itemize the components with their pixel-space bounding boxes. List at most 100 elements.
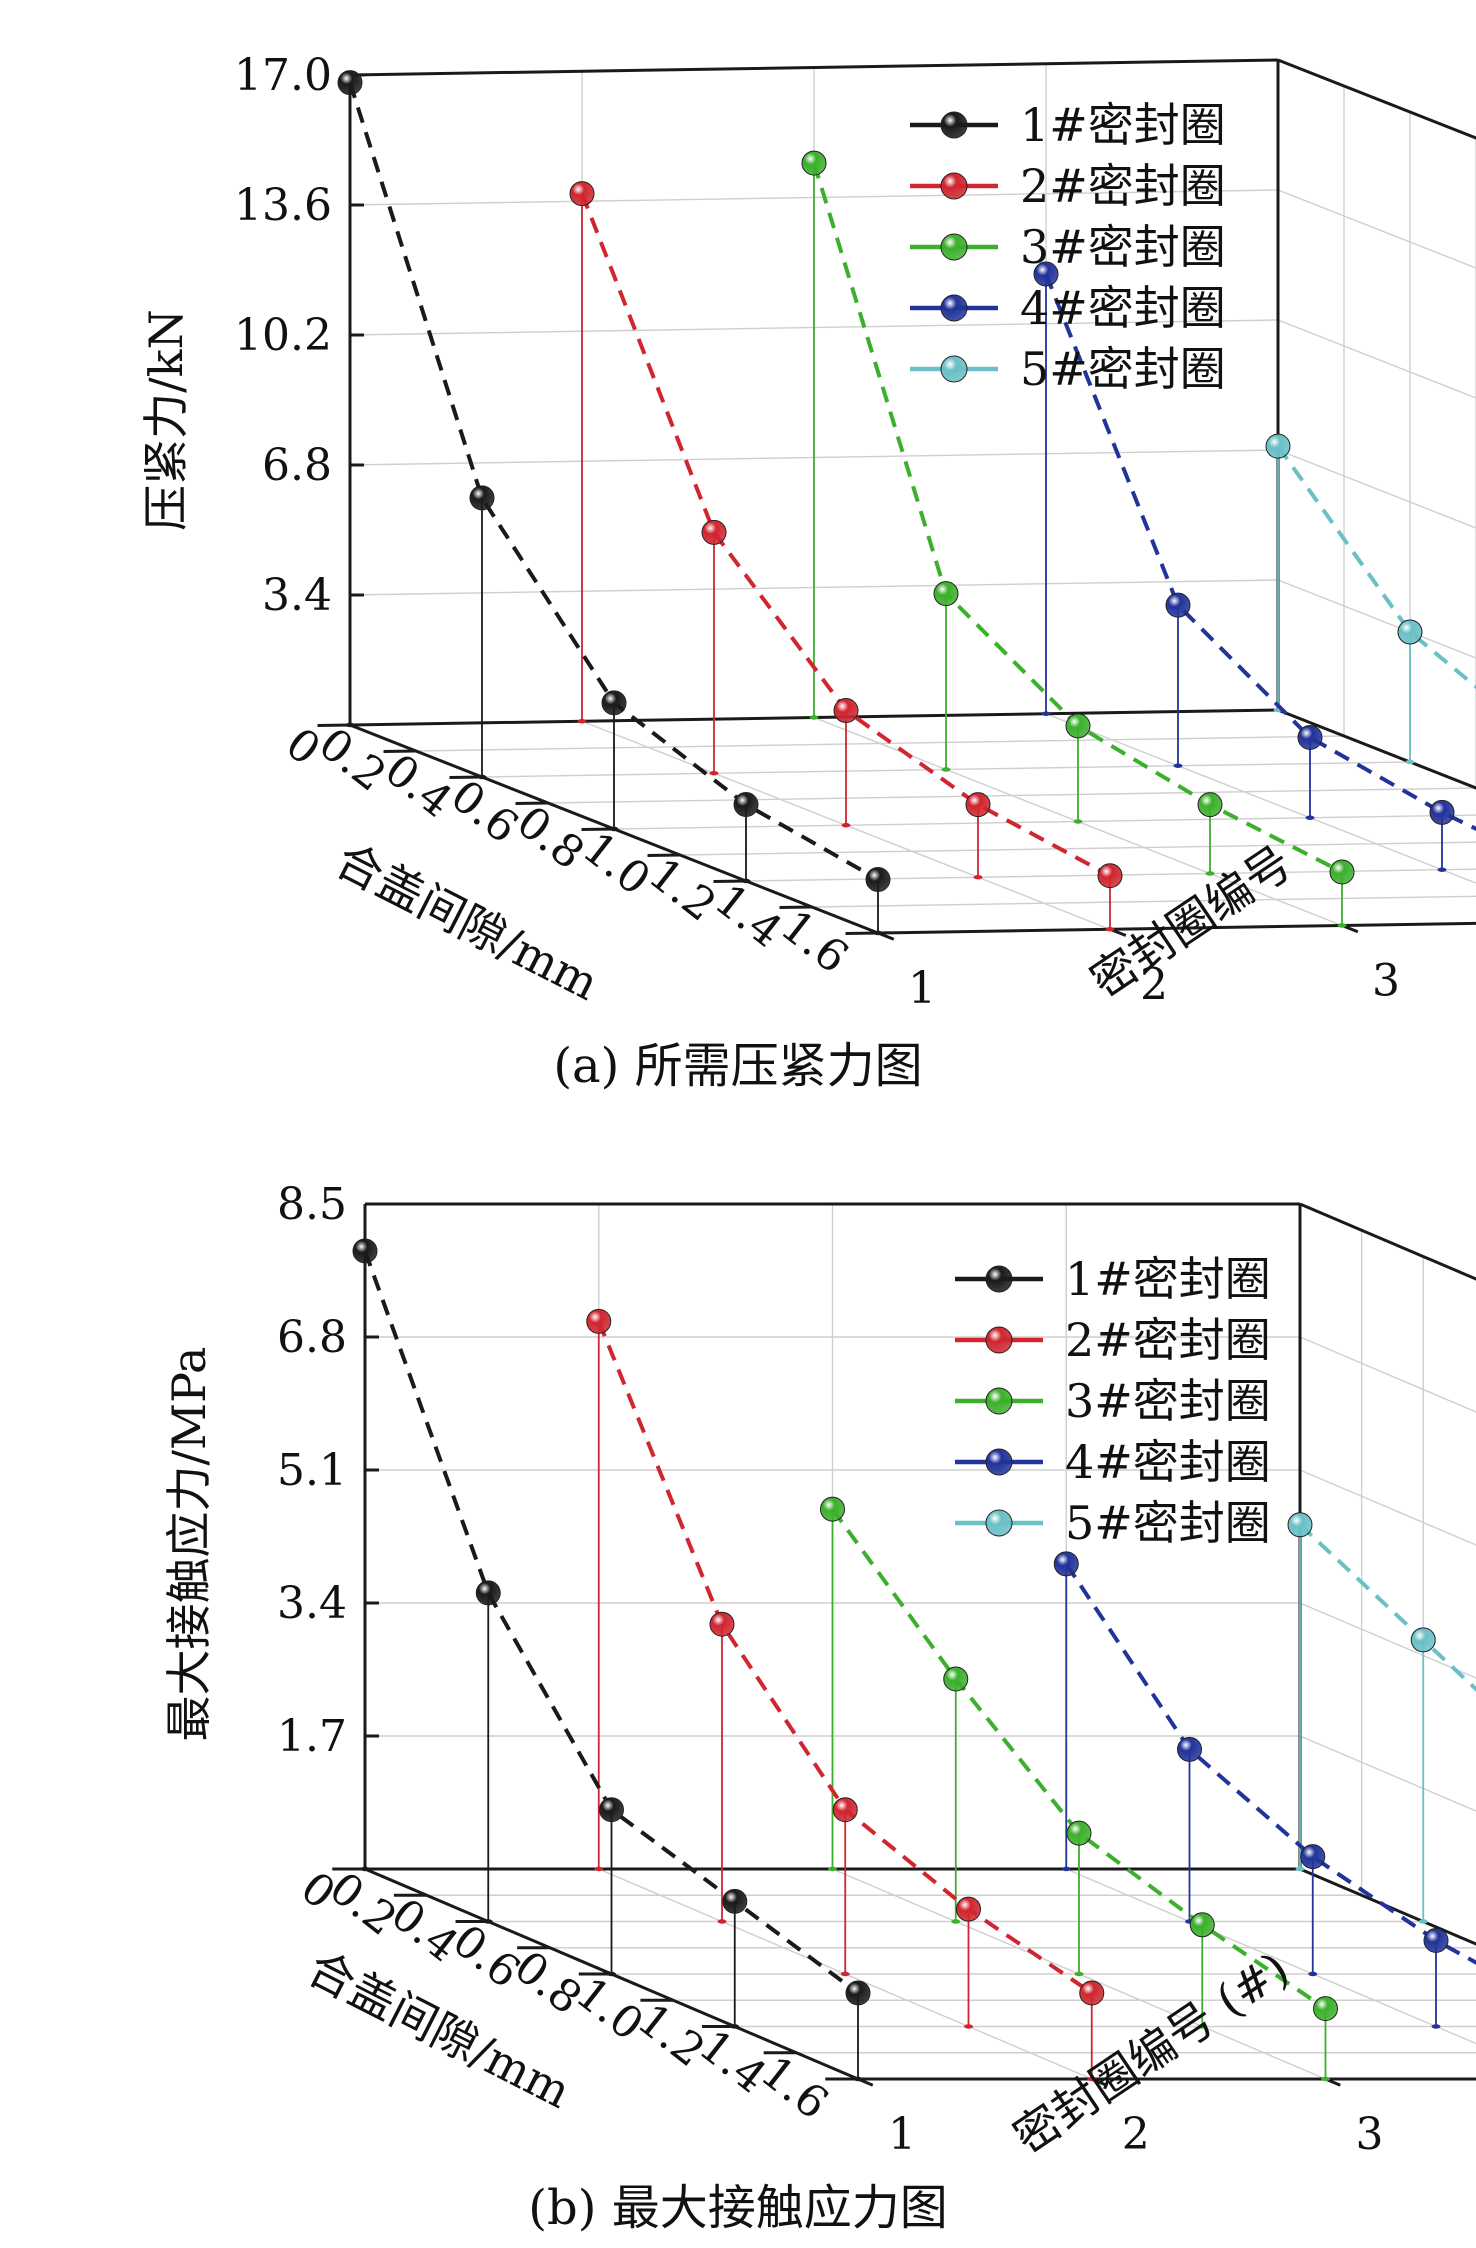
point-a-2-3 xyxy=(965,792,991,818)
point-a-2-4 xyxy=(1097,863,1123,889)
legend-item-b-3: 3#密封圈 xyxy=(955,1374,1271,1428)
drop-base-a-3-1 xyxy=(941,767,951,772)
point-a-4-3 xyxy=(1429,799,1455,825)
point-b-1-0 xyxy=(352,1238,378,1264)
series-line-b-3 xyxy=(830,1507,1327,2011)
drop-base-a-4-0 xyxy=(1041,711,1051,716)
point-b-3-0 xyxy=(820,1496,845,1522)
series-b-4 xyxy=(1053,1551,1476,2029)
point-b-4-1 xyxy=(1177,1736,1202,1762)
drop-base-b-3-4 xyxy=(1321,2076,1330,2082)
drop-base-a-2-4 xyxy=(1105,927,1115,932)
ylabel-a: 压紧力/kN xyxy=(139,309,193,531)
series-line-b-4 xyxy=(1064,1562,1476,1965)
legend-swatch-marker xyxy=(940,172,968,200)
point-b-2-4 xyxy=(1079,1980,1105,2006)
point-a-1-1 xyxy=(469,485,495,511)
ytick-label-a-0: 17.0 xyxy=(234,50,332,101)
point-a-5-0 xyxy=(1265,433,1291,459)
legend-item-b-1: 1#密封圈 xyxy=(955,1252,1271,1306)
drop-base-b-2-0 xyxy=(594,1866,604,1872)
legend-label: 5#密封圈 xyxy=(1020,342,1226,396)
point-b-3-3 xyxy=(1189,1912,1215,1938)
legend-item-b-2: 2#密封圈 xyxy=(955,1313,1271,1367)
drop-base-b-2-3 xyxy=(964,2024,973,2029)
point-b-2-1 xyxy=(709,1611,735,1637)
legend-label: 4#密封圈 xyxy=(1020,281,1226,335)
drop-base-b-1-4 xyxy=(853,2076,863,2082)
legend-label: 3#密封圈 xyxy=(1065,1374,1271,1428)
point-b-3-2 xyxy=(1066,1820,1092,1846)
ztick-label-b-0: 1 xyxy=(888,2109,916,2160)
ytick-label-b-0: 8.5 xyxy=(277,1179,347,1230)
legend-item-a-1: 1#密封圈 xyxy=(910,98,1226,152)
ztick-label-a-1: 2 xyxy=(1140,959,1168,1010)
legend-item-a-4: 4#密封圈 xyxy=(910,281,1226,335)
point-b-1-4 xyxy=(845,1980,871,2006)
legend-item-a-5: 5#密封圈 xyxy=(910,342,1226,396)
ytick-label-b-4: 1.7 xyxy=(277,1711,347,1762)
point-a-5-1 xyxy=(1397,619,1423,645)
drop-base-b-3-1 xyxy=(951,1919,961,1924)
point-a-3-3 xyxy=(1197,792,1223,818)
legend-swatch-marker xyxy=(985,1387,1013,1415)
ztick-label-a-2: 3 xyxy=(1372,956,1400,1007)
drop-base-b-3-2 xyxy=(1074,1971,1084,1977)
drop-base-b-4-0 xyxy=(1061,1866,1071,1872)
point-a-3-0 xyxy=(801,150,827,176)
drop-base-a-4-3 xyxy=(1437,867,1447,872)
ytick-label-b-2: 5.1 xyxy=(277,1445,347,1496)
legend-label: 4#密封圈 xyxy=(1065,1435,1271,1489)
legend-swatch-marker xyxy=(985,1448,1013,1476)
point-a-1-4 xyxy=(865,866,891,892)
drop-base-b-5-1 xyxy=(1418,1919,1428,1924)
drop-base-a-5-1 xyxy=(1405,759,1415,765)
chart-max-contact-stress: 8.56.85.13.41.700.20.40.60.81.01.21.41.6… xyxy=(162,1179,1476,2236)
series-a-4 xyxy=(1033,261,1476,872)
legend-swatch-marker xyxy=(940,111,968,139)
drop-base-b-2-2 xyxy=(840,1971,850,1977)
legend-item-b-5: 5#密封圈 xyxy=(955,1496,1271,1550)
caption-b: (b) 最大接触应力图 xyxy=(528,2180,947,2236)
drop-base-a-1-2 xyxy=(609,826,619,832)
ytick-label-a-3: 6.8 xyxy=(262,440,332,491)
drop-base-b-2-1 xyxy=(717,1919,727,1924)
drop-base-b-1-3 xyxy=(730,2024,740,2029)
legend-label: 1#密封圈 xyxy=(1020,98,1226,152)
drop-base-a-2-3 xyxy=(973,875,983,880)
drop-base-a-3-4 xyxy=(1337,923,1347,928)
point-a-1-0 xyxy=(337,70,363,96)
legend-label: 1#密封圈 xyxy=(1065,1252,1271,1306)
series-b-1 xyxy=(352,1238,871,2082)
ztick-label-a-0: 1 xyxy=(908,963,936,1014)
point-b-1-3 xyxy=(722,1888,748,1914)
series-b-3 xyxy=(820,1496,1338,2082)
drop-base-b-4-2 xyxy=(1308,1971,1318,1977)
series-a-2 xyxy=(569,181,1123,932)
drop-base-b-1-2 xyxy=(607,1971,616,1977)
drop-base-a-1-1 xyxy=(477,774,487,780)
drop-base-b-3-0 xyxy=(828,1866,837,1872)
series-a-1 xyxy=(337,70,891,936)
drop-base-a-1-0 xyxy=(345,722,355,728)
legend-label: 5#密封圈 xyxy=(1065,1496,1271,1550)
ztick-label-b-1: 2 xyxy=(1122,2109,1150,2160)
drop-base-b-5-0 xyxy=(1295,1866,1305,1872)
point-b-3-4 xyxy=(1313,1996,1338,2022)
drop-base-a-2-0 xyxy=(577,719,587,724)
point-b-4-0 xyxy=(1053,1551,1079,1577)
point-b-1-1 xyxy=(475,1580,501,1606)
drop-base-b-2-4 xyxy=(1087,2076,1097,2082)
legend-item-a-3: 3#密封圈 xyxy=(910,220,1226,274)
point-a-4-0 xyxy=(1033,261,1059,287)
ytick-label-b-3: 3.4 xyxy=(277,1578,347,1629)
legend-swatch-marker xyxy=(940,233,968,261)
series-a-3 xyxy=(801,150,1355,928)
series-b-5 xyxy=(1287,1512,1476,1924)
drop-base-b-1-0 xyxy=(360,1866,370,1872)
series-b-2 xyxy=(586,1308,1105,2082)
point-b-2-0 xyxy=(586,1308,612,1334)
point-a-2-1 xyxy=(701,519,727,545)
point-b-4-3 xyxy=(1423,1927,1449,1953)
drop-base-a-3-2 xyxy=(1073,819,1083,824)
